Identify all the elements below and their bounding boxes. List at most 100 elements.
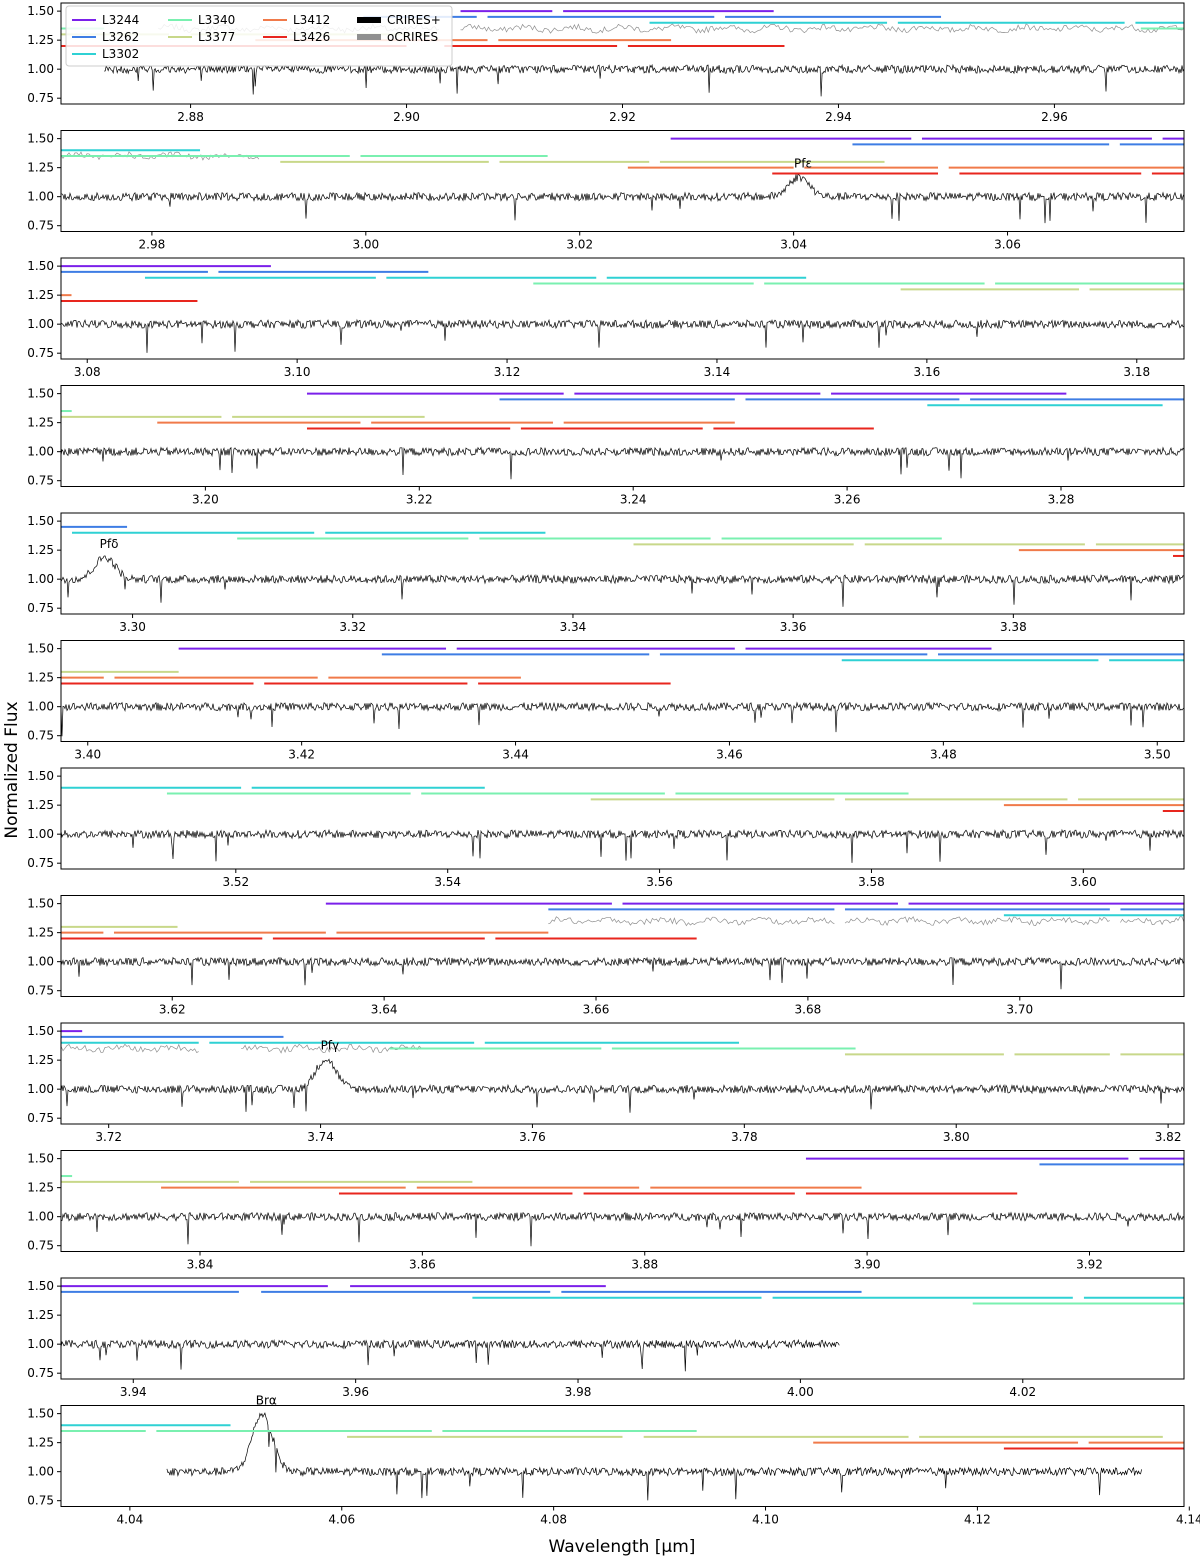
x-tick-label: 4.08 (540, 1513, 567, 1527)
x-tick-label: 3.04 (780, 238, 807, 252)
ocrires-spectrum-segment (241, 1043, 422, 1054)
y-tick-label: 0.75 (27, 219, 54, 233)
crires-spectrum-segment (61, 555, 1184, 607)
y-tick-label: 1.50 (27, 1279, 54, 1293)
panel-plot-area (61, 137, 1184, 224)
panel-11: 0.75 1.00 1.25 1.50 3.94 3.96 3.98 4.00 4.02 (27, 1277, 1185, 1399)
y-tick-label: 1.00 (27, 1210, 54, 1224)
legend-label: L3377 (198, 30, 235, 44)
crires-spectrum-segment (61, 701, 1184, 737)
x-tick-label: 3.34 (560, 620, 587, 634)
y-tick-label: 1.00 (27, 1337, 54, 1351)
x-tick-label: 3.70 (1006, 1003, 1033, 1017)
legend-label: L3412 (293, 13, 330, 27)
legend-label: CRIRES+ (387, 13, 441, 27)
x-tick-label: 3.72 (95, 1130, 122, 1144)
y-tick-label: 1.25 (27, 1053, 54, 1067)
y-tick-label: 1.50 (27, 642, 54, 656)
panel-frame (60, 512, 1185, 615)
y-tick-label: 1.50 (27, 1407, 54, 1421)
line-label: Pfδ (100, 537, 119, 551)
x-tick-label: 2.98 (139, 238, 166, 252)
crires-spectrum-segment (61, 828, 1184, 863)
y-tick-label: 0.75 (27, 91, 54, 105)
x-tick-label: 3.50 (1144, 748, 1171, 762)
legend-label: L3426 (293, 30, 330, 44)
y-tick-label: 0.75 (27, 1239, 54, 1253)
crires-spectrum-segment (166, 1412, 1142, 1501)
x-tick-label: 3.32 (339, 620, 366, 634)
x-tick-label: 3.96 (342, 1385, 369, 1399)
x-tick-label: 3.78 (731, 1130, 758, 1144)
panel-plot-area (61, 1412, 1184, 1501)
y-tick-label: 0.75 (27, 601, 54, 615)
legend: L3244 L3262 L3302 L3340 L3377 L3412 L3426 CRIRE… (65, 5, 453, 67)
x-tick-label: 2.96 (1041, 110, 1068, 124)
y-tick-label: 0.75 (27, 984, 54, 998)
panel-frame (60, 1405, 1185, 1507)
panel-plot-area (61, 902, 1184, 990)
x-axis-label: Wavelength [μm] (549, 1537, 696, 1557)
y-tick-label: 1.00 (27, 955, 54, 969)
x-tick-label: 3.64 (371, 1003, 398, 1017)
y-tick-label: 1.50 (27, 897, 54, 911)
panel-3: 0.75 1.00 1.25 1.50 3.08 3.10 3.12 3.14 3.16 3.18 (27, 257, 1185, 379)
x-tick-label: 2.88 (177, 110, 204, 124)
x-tick-label: 3.10 (284, 365, 311, 379)
x-tick-label: 3.22 (406, 493, 433, 507)
panel-frame (60, 767, 1185, 870)
x-tick-label: 4.02 (1009, 1385, 1036, 1399)
x-tick-label: 3.44 (502, 748, 529, 762)
panel-frame (60, 1277, 1185, 1380)
legend-box (65, 5, 453, 67)
x-tick-label: 3.08 (74, 365, 101, 379)
panel-9: Pfγ 0.75 1.00 1.25 1.50 3.72 3.74 3.76 3.78 3.80 3… (27, 1022, 1185, 1144)
crires-spectrum-segment (61, 1058, 1184, 1113)
crires-spectrum-segment (61, 956, 1184, 990)
ocrires-spectrum-segment (61, 1043, 199, 1053)
y-tick-label: 1.25 (27, 33, 54, 47)
y-tick-label: 1.50 (27, 132, 54, 146)
panel-plot-area (61, 392, 1184, 480)
x-tick-label: 3.52 (222, 875, 249, 889)
y-tick-label: 0.75 (27, 856, 54, 870)
crires-spectrum-segment (61, 1338, 840, 1372)
x-tick-label: 3.12 (494, 365, 521, 379)
crires-spectrum-segment (61, 446, 1184, 480)
x-tick-label: 3.94 (120, 1385, 147, 1399)
x-tick-label: 3.54 (434, 875, 461, 889)
y-tick-label: 1.00 (27, 827, 54, 841)
x-tick-label: 3.90 (854, 1258, 881, 1272)
x-tick-label: 2.92 (609, 110, 636, 124)
ocrires-spectrum-segment (844, 916, 1110, 927)
panel-frame (60, 1150, 1185, 1252)
panel-4: 0.75 1.00 1.25 1.50 3.20 3.22 3.24 3.26 3.28 (27, 385, 1185, 507)
panel-plot-area (61, 1285, 1184, 1372)
x-tick-label: 3.20 (192, 493, 219, 507)
x-tick-label: 3.84 (187, 1258, 214, 1272)
x-tick-label: 3.62 (159, 1003, 186, 1017)
y-tick-label: 1.25 (27, 926, 54, 940)
y-tick-label: 1.50 (27, 387, 54, 401)
x-tick-label: 4.14 (1176, 1513, 1200, 1527)
ocrires-spectrum-segment (460, 23, 1184, 34)
x-tick-label: 3.14 (704, 365, 731, 379)
y-tick-label: 1.25 (27, 798, 54, 812)
legend-label: oCRIRES (387, 30, 438, 44)
y-tick-label: 1.00 (27, 1465, 54, 1479)
x-tick-label: 3.68 (795, 1003, 822, 1017)
y-tick-label: 1.25 (27, 416, 54, 430)
panel-frame (60, 1022, 1185, 1125)
y-tick-label: 1.50 (27, 769, 54, 783)
panel-plot-area (61, 525, 1184, 607)
y-tick-label: 1.25 (27, 288, 54, 302)
y-tick-label: 1.50 (27, 4, 54, 18)
x-tick-label: 3.40 (74, 748, 101, 762)
y-tick-label: 1.25 (27, 543, 54, 557)
panel-frame (60, 640, 1185, 742)
line-label: Pfγ (321, 1039, 340, 1053)
x-tick-label: 4.04 (117, 1513, 144, 1527)
y-tick-label: 1.25 (27, 1308, 54, 1322)
crires-spectrum-segment (104, 63, 1184, 97)
